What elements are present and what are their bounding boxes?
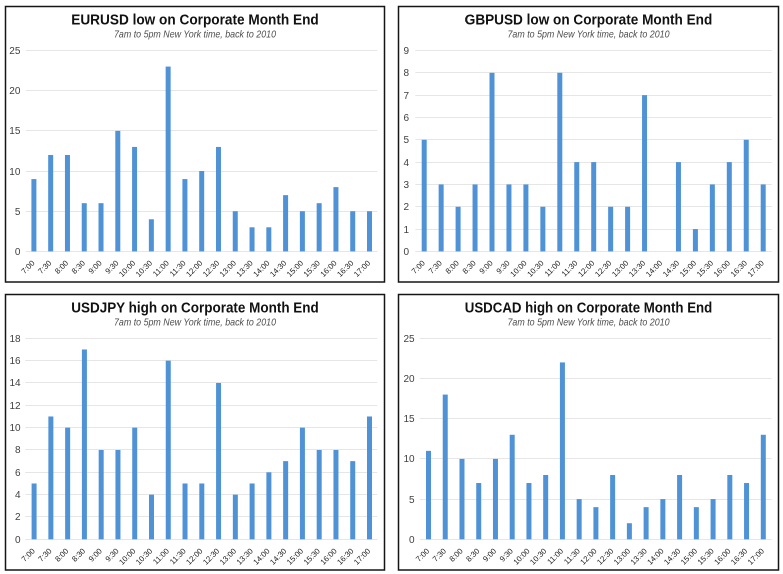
svg-text:12: 12 [9, 401, 21, 412]
svg-text:6: 6 [403, 113, 409, 124]
svg-text:5: 5 [15, 207, 21, 218]
svg-text:2: 2 [403, 202, 409, 213]
svg-text:9: 9 [403, 46, 409, 57]
svg-text:USDCAD high on Corporate Month: USDCAD high on Corporate Month End [465, 301, 713, 317]
svg-text:15: 15 [403, 414, 415, 425]
svg-text:10: 10 [403, 454, 415, 465]
svg-text:0: 0 [15, 247, 21, 258]
svg-text:7am to 5pm New York time, back: 7am to 5pm New York time, back to 2010 [508, 30, 670, 41]
svg-text:7: 7 [403, 91, 409, 102]
svg-text:5: 5 [409, 495, 415, 506]
svg-text:25: 25 [9, 46, 21, 57]
svg-text:15: 15 [9, 126, 21, 137]
svg-text:10: 10 [9, 423, 21, 434]
svg-text:7am to 5pm New York time, back: 7am to 5pm New York time, back to 2010 [508, 318, 670, 329]
svg-text:2: 2 [15, 512, 21, 523]
svg-text:4: 4 [15, 490, 21, 501]
svg-text:7am to 5pm New York time, back: 7am to 5pm New York time, back to 2010 [114, 318, 276, 329]
svg-text:16: 16 [9, 356, 21, 367]
svg-text:0: 0 [15, 535, 21, 546]
svg-text:4: 4 [403, 158, 409, 169]
svg-text:7am to 5pm New York time, back: 7am to 5pm New York time, back to 2010 [114, 30, 276, 41]
svg-text:14: 14 [9, 378, 21, 389]
svg-text:20: 20 [403, 374, 415, 385]
svg-text:0: 0 [409, 535, 415, 546]
svg-text:0: 0 [403, 247, 409, 258]
svg-text:6: 6 [15, 468, 21, 479]
svg-text:EURUSD low on Corporate Month: EURUSD low on Corporate Month End [71, 13, 319, 29]
svg-text:5: 5 [403, 135, 409, 146]
svg-text:USDJPY high on Corporate Month: USDJPY high on Corporate Month End [71, 301, 319, 317]
svg-text:18: 18 [9, 334, 21, 345]
svg-text:GBPUSD low on Corporate Month: GBPUSD low on Corporate Month End [465, 13, 713, 29]
svg-text:20: 20 [9, 86, 21, 97]
svg-text:1: 1 [403, 225, 409, 236]
svg-text:10: 10 [9, 167, 21, 178]
svg-text:3: 3 [403, 180, 409, 191]
svg-text:25: 25 [403, 334, 415, 345]
svg-text:8: 8 [15, 445, 21, 456]
svg-text:8: 8 [403, 68, 409, 79]
